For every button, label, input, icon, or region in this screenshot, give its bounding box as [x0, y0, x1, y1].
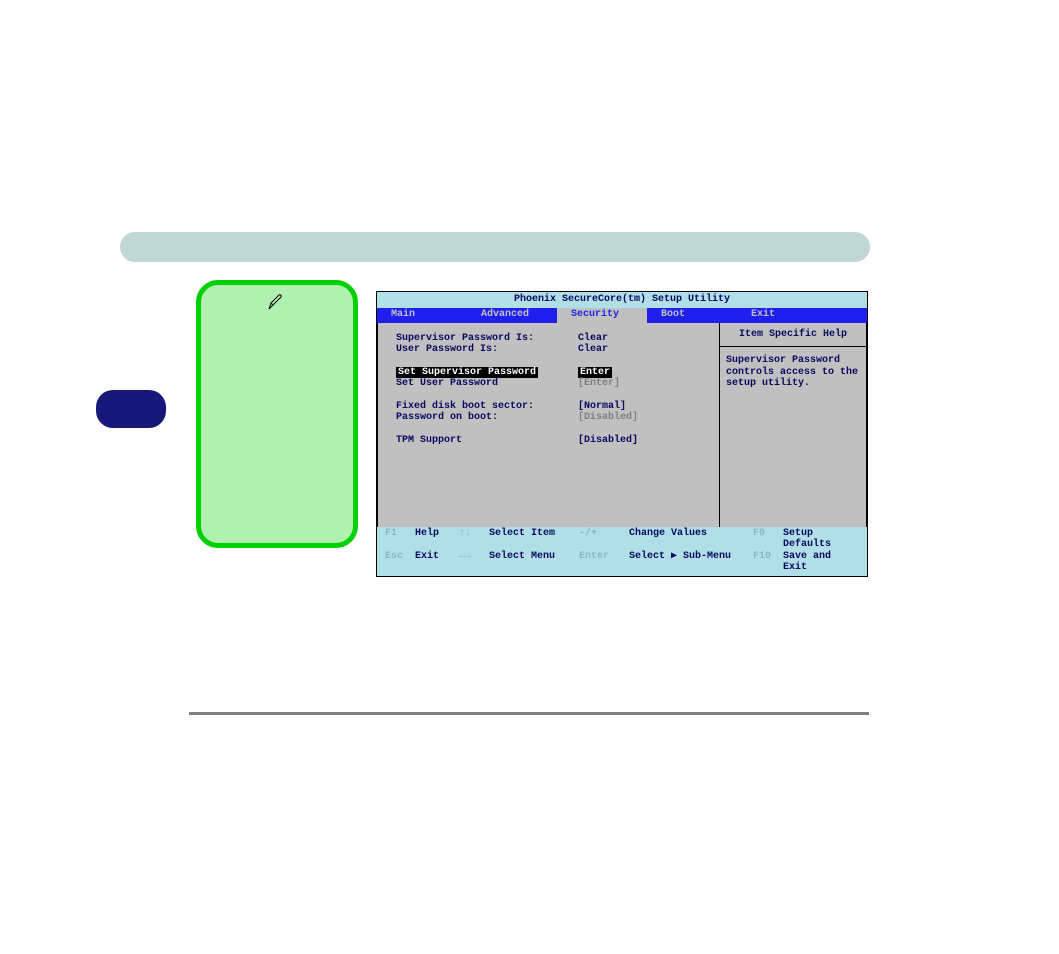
footer-label: Change Values — [629, 528, 753, 551]
field-label: TPM Support — [396, 435, 578, 447]
tab-security[interactable]: Security — [557, 308, 647, 323]
field-value: Normal — [578, 401, 626, 413]
header-pill — [120, 232, 870, 262]
bios-footer: F1 Help ↑↓ Select Item -/+ Change Values… — [377, 527, 867, 576]
row-user-pw-is: User Password Is: Clear — [396, 344, 703, 356]
field-label: Password on boot: — [396, 412, 578, 424]
help-title: Item Specific Help — [720, 323, 866, 348]
footer-key: -/+ — [579, 528, 629, 551]
help-body: Supervisor Password controls access to t… — [720, 347, 866, 398]
footer-label: Save and Exit — [783, 551, 859, 574]
field-value: Disabled — [578, 435, 638, 447]
footer-rule — [189, 712, 869, 715]
field-value: Disabled — [578, 412, 638, 424]
bios-main-panel: Supervisor Password Is: Clear User Passw… — [378, 323, 719, 527]
bios-title: Phoenix SecureCore(tm) Setup Utility — [377, 292, 867, 308]
note-callout-box — [196, 280, 358, 548]
footer-key: Esc — [385, 551, 415, 574]
field-value: Clear — [578, 333, 608, 345]
footer-key: F1 — [385, 528, 415, 551]
row-set-supervisor-pw[interactable]: Set Supervisor Password Enter — [396, 367, 703, 379]
bios-screenshot: Phoenix SecureCore(tm) Setup Utility Mai… — [376, 291, 868, 577]
row-fixed-disk-boot[interactable]: Fixed disk boot sector: Normal — [396, 401, 703, 413]
row-set-user-pw[interactable]: Set User Password Enter — [396, 378, 703, 390]
enter-action: Enter — [578, 367, 612, 378]
footer-key: Enter — [579, 551, 629, 574]
row-password-on-boot[interactable]: Password on boot: Disabled — [396, 412, 703, 424]
bios-body: Supervisor Password Is: Clear User Passw… — [377, 323, 867, 527]
footer-label: Select ▶ Sub-Menu — [629, 551, 753, 574]
footer-label: Exit — [415, 551, 459, 574]
arrow-leftright-icon: ←→ — [459, 551, 489, 574]
footer-key: F9 — [753, 528, 783, 551]
field-label: Set User Password — [396, 378, 578, 390]
field-label: Fixed disk boot sector: — [396, 401, 578, 413]
footer-label: Help — [415, 528, 459, 551]
field-label-highlight: Set Supervisor Password — [396, 367, 538, 378]
pen-icon — [267, 293, 285, 314]
row-supervisor-pw-is: Supervisor Password Is: Clear — [396, 333, 703, 345]
field-label: User Password Is: — [396, 344, 578, 356]
bios-help-panel: Item Specific Help Supervisor Password c… — [719, 323, 866, 527]
footer-label: Select Item — [489, 528, 579, 551]
tab-boot[interactable]: Boot — [647, 308, 737, 323]
field-value: Enter — [578, 367, 612, 379]
field-value: Enter — [578, 378, 620, 390]
footer-label: Select Menu — [489, 551, 579, 574]
footer-key: F10 — [753, 551, 783, 574]
tab-advanced[interactable]: Advanced — [467, 308, 557, 323]
row-tpm-support[interactable]: TPM Support Disabled — [396, 435, 703, 447]
field-value: Clear — [578, 344, 608, 356]
field-label: Set Supervisor Password — [396, 367, 578, 379]
arrow-updown-icon: ↑↓ — [459, 528, 489, 551]
field-label: Supervisor Password Is: — [396, 333, 578, 345]
tab-main[interactable]: Main — [377, 308, 467, 323]
bios-tab-bar: Main Advanced Security Boot Exit — [377, 308, 867, 323]
tab-exit[interactable]: Exit — [737, 308, 827, 323]
chapter-badge — [96, 390, 166, 428]
footer-label: Setup Defaults — [783, 528, 859, 551]
